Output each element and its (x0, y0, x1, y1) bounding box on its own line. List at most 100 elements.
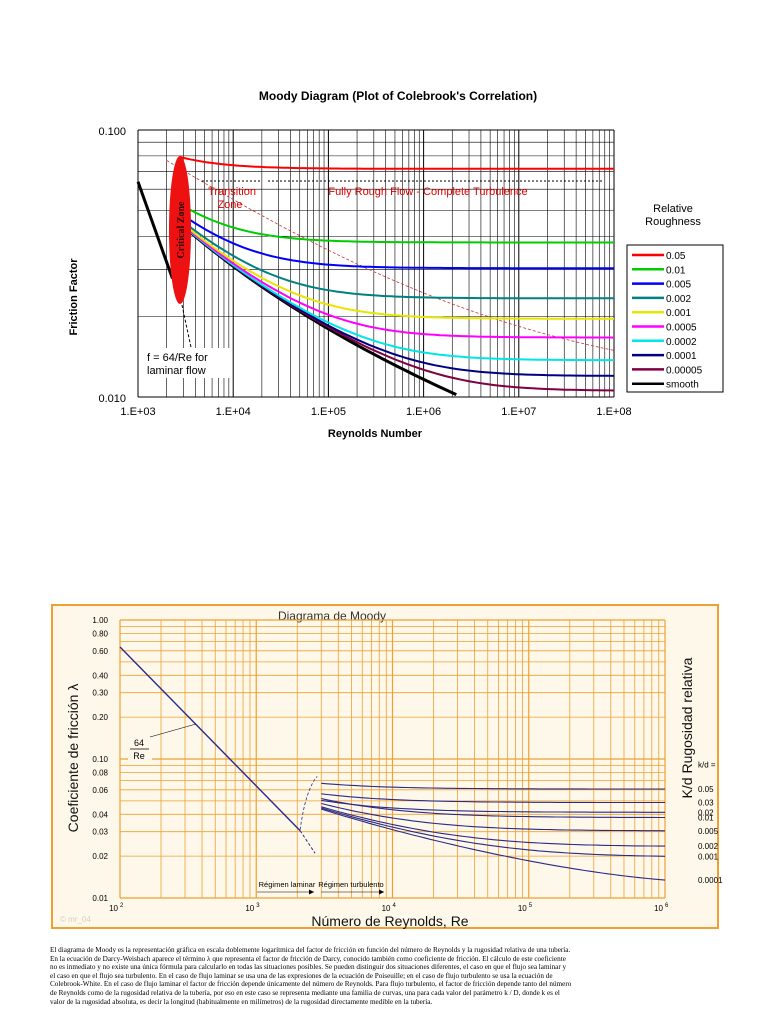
series-line-0.01 (178, 202, 614, 244)
moody-diagram-spanish: Diagrama de Moody 1.00 0.80 0.60 0.40 0.30 0.… (51, 604, 723, 929)
roughness-curve (321, 802, 666, 832)
chart1-legend: Relative Roughness 0.05 0.01 0.005 0.002 0.0… (626, 203, 724, 393)
x-tick-exponent: 2 (120, 903, 124, 909)
fully-rough-label: Fully Rough Flow - Complete Turbulence (328, 186, 527, 198)
legend-label: smooth (666, 380, 699, 391)
legend-label: 0.0002 (666, 337, 697, 348)
watermark: © mr_04 (60, 915, 91, 924)
laminar-note-2: laminar flow (147, 365, 206, 377)
laminar-formula-label: 64 Re (128, 723, 197, 761)
legend-label: 0.001 (666, 308, 691, 319)
paragraph-line: Colebrook-White. En el caso de flujo lam… (50, 980, 572, 989)
roughness-curve (321, 782, 665, 790)
x-tick-label: 10 (654, 904, 663, 913)
y-tick-label: 0.40 (92, 671, 108, 680)
y-tick-label: 0.03 (92, 828, 108, 837)
y-tick-label: 0.04 (92, 810, 108, 819)
roughness-label: 0.05 (698, 785, 714, 794)
chart1-grid (137, 129, 615, 398)
transition-zone-label-1: Transition (208, 186, 256, 198)
roughness-curve (321, 793, 665, 804)
laminar-formula-num: 64 (134, 738, 144, 748)
paragraph-line: de Reynolds como de la rugosidad relativ… (50, 988, 560, 997)
paragraph-line: valor de la rugosidad absoluta, es decir… (50, 997, 433, 1006)
x-tick-label: 1.E+08 (596, 406, 631, 418)
paragraph-line: el caso en que el flujo sea turbulento. … (50, 971, 553, 980)
chart2-y2label: K/d Rugosidad relativa (679, 657, 695, 798)
roughness-curve (321, 799, 665, 813)
turbulence-boundary (166, 160, 615, 351)
roughness-label: 0.03 (698, 799, 714, 808)
laminar-line (136, 181, 174, 279)
legend-label: 0.002 (666, 294, 691, 305)
paragraph-line: El diagrama de Moody es la representació… (50, 946, 571, 954)
x-tick-label: 1.E+04 (216, 406, 251, 418)
roughness-curve (321, 807, 666, 857)
roughness-label: 0.01 (698, 813, 714, 822)
chart2-grid (119, 619, 666, 899)
regime-labels: Régimen laminar Régimen turbulento (257, 880, 384, 895)
chart2-title: Diagrama de Moody (278, 609, 386, 623)
chart1-tick-labels: 1.E+03 1.E+04 1.E+05 1.E+06 1.E+07 1.E+08 0.10… (98, 126, 631, 418)
critical-zone-label: Critical Zone (176, 201, 187, 258)
roughness-label: 0.001 (698, 852, 719, 861)
x-tick-exponent: 3 (256, 903, 260, 909)
roughness-label: 0.02 (698, 808, 714, 817)
legend-label: 0.01 (666, 265, 686, 276)
roughness-curve (321, 806, 665, 847)
x-tick-label: 1.E+05 (311, 406, 346, 418)
y-tick-label: 0.80 (92, 629, 108, 638)
legend-title-2: Roughness (645, 216, 701, 228)
y-tick-label: 0.06 (92, 786, 108, 795)
series-line-0.05 (178, 155, 614, 170)
regime-turbulent-label: Régimen turbulento (318, 880, 383, 889)
legend-title-1: Relative (653, 203, 693, 215)
x-tick-label: 10 (245, 904, 254, 913)
chart1-ylabel: Friction Factor (68, 258, 80, 336)
y-tick-label: 0.20 (92, 713, 108, 722)
paragraph-line: no es inmediato y no existe una única fó… (50, 963, 567, 972)
series-line-0.001 (178, 219, 614, 320)
series-line-0.005 (178, 211, 614, 270)
legend-label: 0.00005 (666, 365, 703, 376)
roughness-label: 0.005 (698, 827, 719, 836)
paragraph-line: En la ecuación de Darcy-Weisbach aparece… (50, 954, 566, 963)
chart1-annotations: Critical Zone Transition Zone Fully Roug… (140, 156, 528, 378)
chart1-xlabel: Reynolds Number (328, 428, 423, 440)
y-tick-label: 0.10 (92, 755, 108, 764)
legend-label: 0.0005 (666, 323, 697, 334)
chart2-curves (119, 646, 666, 881)
x-tick-exponent: 6 (665, 903, 669, 909)
critical-curve (299, 776, 318, 830)
y-tick-label: 0.08 (92, 768, 108, 777)
laminar-arrow (181, 304, 193, 353)
x-tick-label: 10 (518, 904, 527, 913)
roughness-curve (321, 808, 666, 881)
roughness-label: 0.0001 (698, 876, 723, 885)
legend-label: 0.05 (666, 251, 686, 262)
series-line-0.0002 (178, 221, 615, 362)
roughness-label: 0.002 (698, 842, 719, 851)
x-tick-label: 1.E+06 (406, 406, 441, 418)
chart1-curves (136, 155, 615, 396)
transition-zone-label-2: Zone (217, 199, 242, 211)
y-tick-label: 0.100 (98, 126, 126, 138)
y-tick-label: 0.010 (98, 393, 126, 405)
x-tick-label: 10 (109, 904, 118, 913)
series-line-0.0005 (178, 220, 614, 339)
y-tick-label: 0.02 (92, 852, 108, 861)
laminar-note-1: f = 64/Re for (147, 352, 208, 364)
chart1-title: Moody Diagram (Plot of Colebrook's Corre… (259, 89, 537, 103)
x-tick-exponent: 4 (393, 903, 397, 909)
chart2-panel (51, 604, 719, 929)
moody-diagram-english: Moody Diagram (Plot of Colebrook's Corre… (68, 89, 724, 440)
roughness-curve (321, 798, 665, 819)
laminar-formula-den: Re (133, 751, 145, 761)
x-tick-exponent: 5 (529, 903, 533, 909)
laminar-note-box (140, 348, 232, 378)
chart2-ylabel: Coeficiente de fricción λ (65, 684, 81, 833)
legend-label: 0.0001 (666, 351, 697, 362)
y-tick-label: 1.00 (92, 616, 108, 625)
regime-laminar-label: Régimen laminar (259, 880, 316, 889)
